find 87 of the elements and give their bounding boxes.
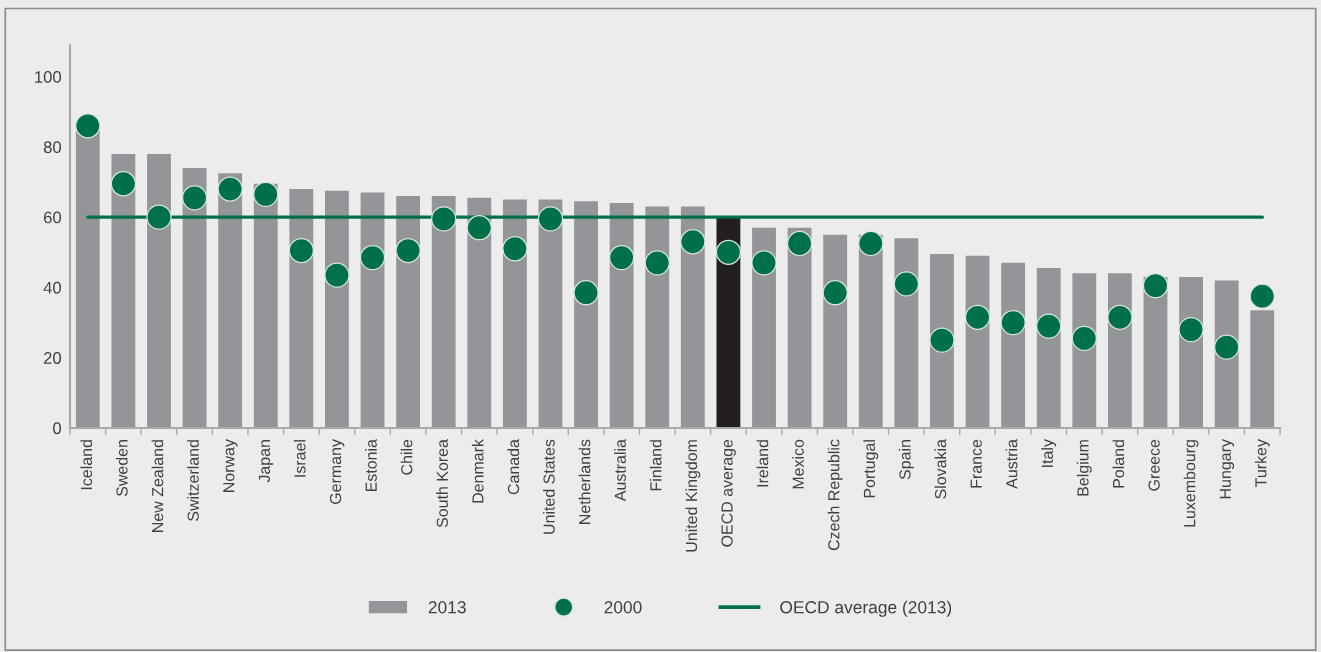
x-tick-label: Poland <box>1112 440 1125 488</box>
x-tick-label: Luxembourg <box>1183 440 1199 527</box>
legend-label: OECD average (2013) <box>780 600 952 617</box>
point <box>1071 325 1097 352</box>
point <box>253 181 279 207</box>
point <box>466 215 492 241</box>
point <box>288 237 314 264</box>
x-tick-label: Israel <box>293 440 306 477</box>
point <box>537 206 564 232</box>
point <box>858 230 884 257</box>
legend-label: 2000 <box>604 601 642 614</box>
x-tick-label: Portugal <box>863 440 879 498</box>
bar <box>431 196 456 428</box>
x-tick-label: Slovakia <box>934 439 947 499</box>
x-tick-label: Switzerland <box>187 440 199 521</box>
point <box>1107 304 1133 330</box>
bar <box>752 227 776 428</box>
point <box>751 250 777 276</box>
point <box>715 239 742 265</box>
x-tick-label: Netherlands <box>578 439 591 524</box>
bar <box>147 153 171 428</box>
point <box>1214 334 1240 360</box>
x-tick-label: Turkey <box>1254 439 1270 487</box>
point <box>929 327 955 353</box>
point <box>1142 273 1169 299</box>
x-tick-label: France <box>970 439 982 488</box>
x-tick-label: OECD average <box>721 439 736 547</box>
x-tick-label: Czech Republic <box>827 439 843 551</box>
point <box>822 280 848 306</box>
point <box>964 304 991 330</box>
x-tick-label: Greece <box>1148 439 1160 491</box>
y-tick-label: 80 <box>43 141 62 154</box>
bar <box>1250 310 1275 428</box>
bar <box>75 129 100 428</box>
legend-label: 2013 <box>428 601 466 614</box>
point <box>1178 316 1204 343</box>
x-tick-label: Iceland <box>80 440 93 490</box>
point <box>146 204 172 230</box>
y-tick-label: 40 <box>43 281 62 294</box>
y-tick-label: 0 <box>53 422 62 435</box>
point <box>110 171 137 197</box>
point <box>1000 309 1026 336</box>
x-tick-label: Chile <box>400 439 413 475</box>
point <box>644 250 670 276</box>
x-tick-label: Mexico <box>792 439 804 489</box>
point <box>359 244 386 271</box>
x-tick-label: South Korea <box>436 439 448 528</box>
x-tick-label: Denmark <box>471 439 484 503</box>
point <box>217 176 243 202</box>
point <box>431 206 457 232</box>
x-tick-label: United States <box>543 439 555 534</box>
x-tick-label: Belgium <box>1076 440 1092 496</box>
point <box>1249 283 1275 309</box>
point <box>75 113 101 139</box>
point <box>502 236 528 262</box>
x-tick-label: Japan <box>258 440 274 483</box>
point <box>786 230 813 257</box>
point <box>893 271 920 297</box>
point <box>181 185 208 211</box>
bar <box>111 153 136 428</box>
x-tick-label: United Kingdom <box>685 440 701 552</box>
x-tick-label: Ireland <box>756 440 769 487</box>
y-tick-label: 20 <box>43 352 62 364</box>
x-tick-label: Sweden <box>115 440 128 497</box>
point <box>1036 313 1062 339</box>
x-tick-label: Hungary <box>1219 439 1235 499</box>
bar <box>858 234 883 428</box>
bar <box>787 227 812 428</box>
x-tick-label: Germany <box>329 439 345 504</box>
x-tick-label: Estonia <box>365 439 377 492</box>
bar <box>218 173 243 428</box>
x-tick-label: Italy <box>1041 439 1057 467</box>
y-tick-label: 60 <box>43 211 62 224</box>
point <box>573 280 599 306</box>
x-tick-label: New Zealand <box>151 440 164 532</box>
point <box>608 244 635 271</box>
x-tick-label: Spain <box>898 440 914 480</box>
x-tick-label: Finland <box>649 440 662 491</box>
x-tick-label: Austria <box>1005 439 1018 489</box>
y-tick-label: 100 <box>35 71 62 83</box>
x-tick-label: Australia <box>614 439 626 502</box>
point <box>680 229 706 255</box>
point <box>324 262 350 288</box>
x-tick-label: Norway <box>223 439 238 492</box>
point <box>395 237 421 264</box>
x-tick-label: Canada <box>507 439 520 495</box>
bar <box>467 197 492 428</box>
